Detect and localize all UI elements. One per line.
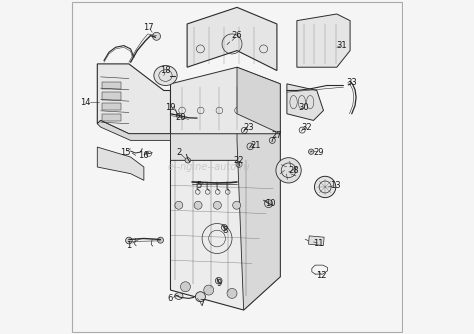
Text: 27: 27 [272, 131, 282, 140]
Polygon shape [287, 84, 323, 121]
Circle shape [215, 278, 222, 284]
Text: e--ngine--auto.ru: e--ngine--auto.ru [167, 162, 250, 172]
Circle shape [314, 176, 336, 198]
Polygon shape [187, 7, 277, 70]
Polygon shape [97, 147, 144, 180]
Text: 6: 6 [168, 294, 173, 303]
Circle shape [309, 149, 314, 154]
Text: 32: 32 [301, 123, 312, 132]
Text: 23: 23 [243, 123, 254, 132]
Circle shape [194, 201, 202, 209]
Text: 33: 33 [346, 78, 357, 87]
Bar [102, 114, 120, 121]
Text: 30: 30 [298, 103, 309, 112]
Text: 31: 31 [337, 41, 347, 50]
Text: 5: 5 [196, 181, 201, 190]
Text: 26: 26 [232, 31, 242, 40]
Circle shape [213, 201, 221, 209]
Polygon shape [171, 67, 280, 134]
Polygon shape [171, 140, 280, 310]
Text: 18: 18 [160, 66, 171, 75]
Text: 8: 8 [223, 226, 228, 235]
Text: 13: 13 [330, 181, 340, 190]
Ellipse shape [154, 65, 177, 86]
Circle shape [175, 201, 183, 209]
Text: 17: 17 [144, 23, 154, 32]
Circle shape [227, 288, 237, 298]
Polygon shape [97, 64, 171, 134]
Text: 11: 11 [313, 239, 324, 248]
Circle shape [185, 158, 191, 163]
Polygon shape [297, 14, 350, 67]
Text: 7: 7 [200, 299, 205, 308]
Bar [102, 82, 120, 89]
Polygon shape [237, 114, 280, 310]
Circle shape [233, 201, 241, 209]
Circle shape [181, 282, 191, 292]
Circle shape [157, 237, 164, 243]
Text: 12: 12 [317, 271, 327, 280]
Text: 14: 14 [81, 98, 91, 107]
Text: 10: 10 [265, 199, 275, 208]
Text: 9: 9 [216, 279, 221, 288]
Text: 22: 22 [233, 156, 244, 165]
Text: 2: 2 [176, 148, 182, 157]
Text: 20: 20 [175, 113, 186, 122]
Text: 21: 21 [250, 141, 261, 150]
Text: 28: 28 [288, 166, 299, 175]
Circle shape [195, 292, 205, 302]
Ellipse shape [174, 293, 183, 299]
Circle shape [276, 158, 301, 183]
Text: 29: 29 [313, 148, 324, 157]
Polygon shape [171, 114, 280, 160]
Bar [102, 103, 120, 111]
Circle shape [153, 32, 161, 40]
Text: 19: 19 [165, 103, 176, 112]
Bar [102, 93, 120, 100]
Text: 15: 15 [120, 148, 131, 157]
Circle shape [126, 237, 132, 244]
Text: 16: 16 [138, 151, 149, 160]
Polygon shape [97, 121, 171, 140]
Bar [309, 236, 324, 245]
Circle shape [204, 285, 214, 295]
Polygon shape [237, 67, 280, 134]
Text: 1: 1 [126, 241, 131, 249]
